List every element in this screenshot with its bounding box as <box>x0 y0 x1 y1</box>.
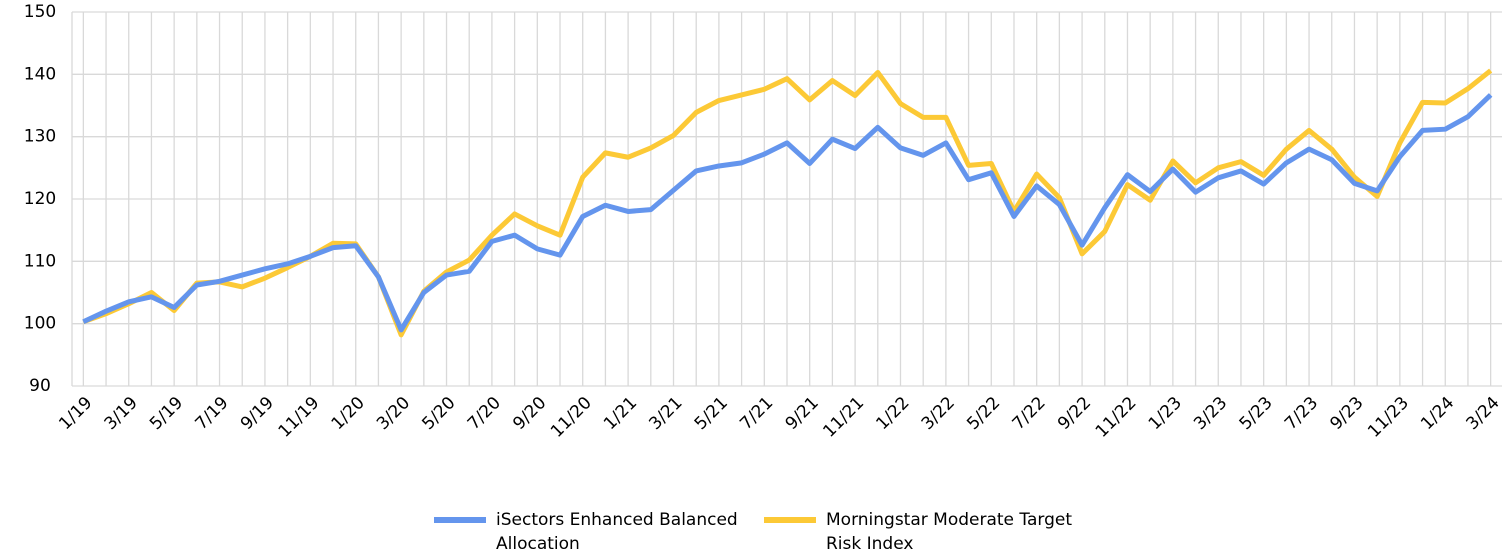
x-tick-label: 7/20 <box>464 393 505 434</box>
x-tick-label: 9/22 <box>1054 393 1095 434</box>
x-tick-label: 11/19 <box>275 393 324 442</box>
x-tick-label: 1/20 <box>328 393 369 434</box>
x-tick-label: 5/23 <box>1236 393 1277 434</box>
y-tick-label: 130 <box>24 127 56 147</box>
x-tick-label: 3/24 <box>1463 393 1504 434</box>
x-tick-label: 9/21 <box>782 393 823 434</box>
x-tick-label: 3/19 <box>101 393 142 434</box>
legend-item: Morningstar Moderate Target Risk Index <box>764 508 1076 556</box>
x-tick-label: 7/21 <box>736 393 777 434</box>
y-tick-label: 140 <box>24 64 56 84</box>
legend: iSectors Enhanced Balanced Allocation Mor… <box>0 508 1510 556</box>
x-tick-label: 5/20 <box>418 393 459 434</box>
chart: 90 100 110 120 130 140 150 1/19 3/19 5/19 7/19 9/19… <box>24 2 1504 442</box>
x-tick-label: 3/22 <box>918 393 959 434</box>
y-tick-label: 150 <box>24 2 56 22</box>
x-tick-label: 5/21 <box>691 393 732 434</box>
x-tick-label: 5/22 <box>963 393 1004 434</box>
x-tick-label: 1/23 <box>1145 393 1186 434</box>
x-tick-label: 11/21 <box>819 393 868 442</box>
x-tick-label: 7/23 <box>1281 393 1322 434</box>
x-tick-label: 1/24 <box>1417 393 1458 434</box>
x-tick-label: 5/19 <box>146 393 187 434</box>
x-tick-label: 3/21 <box>645 393 686 434</box>
x-tick-label: 11/22 <box>1092 393 1141 442</box>
legend-swatch <box>434 517 486 523</box>
x-tick-label: 9/20 <box>509 393 550 434</box>
y-tick-label: 120 <box>24 189 56 209</box>
legend-label: iSectors Enhanced Balanced Allocation <box>496 510 738 554</box>
x-tick-label: 3/20 <box>373 393 414 434</box>
y-tick-label: 90 <box>29 376 51 396</box>
x-tick-label: 9/19 <box>237 393 278 434</box>
y-tick-label: 110 <box>24 251 56 271</box>
x-tick-label: 1/22 <box>872 393 913 434</box>
x-tick-label: 1/21 <box>600 393 641 434</box>
x-tick-label: 7/19 <box>191 393 232 434</box>
x-tick-label: 11/23 <box>1364 393 1413 442</box>
x-tick-label: 1/19 <box>55 393 96 434</box>
legend-swatch <box>764 517 816 523</box>
x-tick-label: 3/23 <box>1190 393 1231 434</box>
x-tick-label: 11/20 <box>547 393 596 442</box>
legend-label: Morningstar Moderate Target Risk Index <box>826 510 1073 554</box>
legend-item: iSectors Enhanced Balanced Allocation <box>434 508 746 556</box>
y-tick-label: 100 <box>24 314 56 334</box>
series-line <box>82 93 1493 333</box>
x-tick-label: 9/23 <box>1326 393 1367 434</box>
x-tick-label: 7/22 <box>1009 393 1050 434</box>
